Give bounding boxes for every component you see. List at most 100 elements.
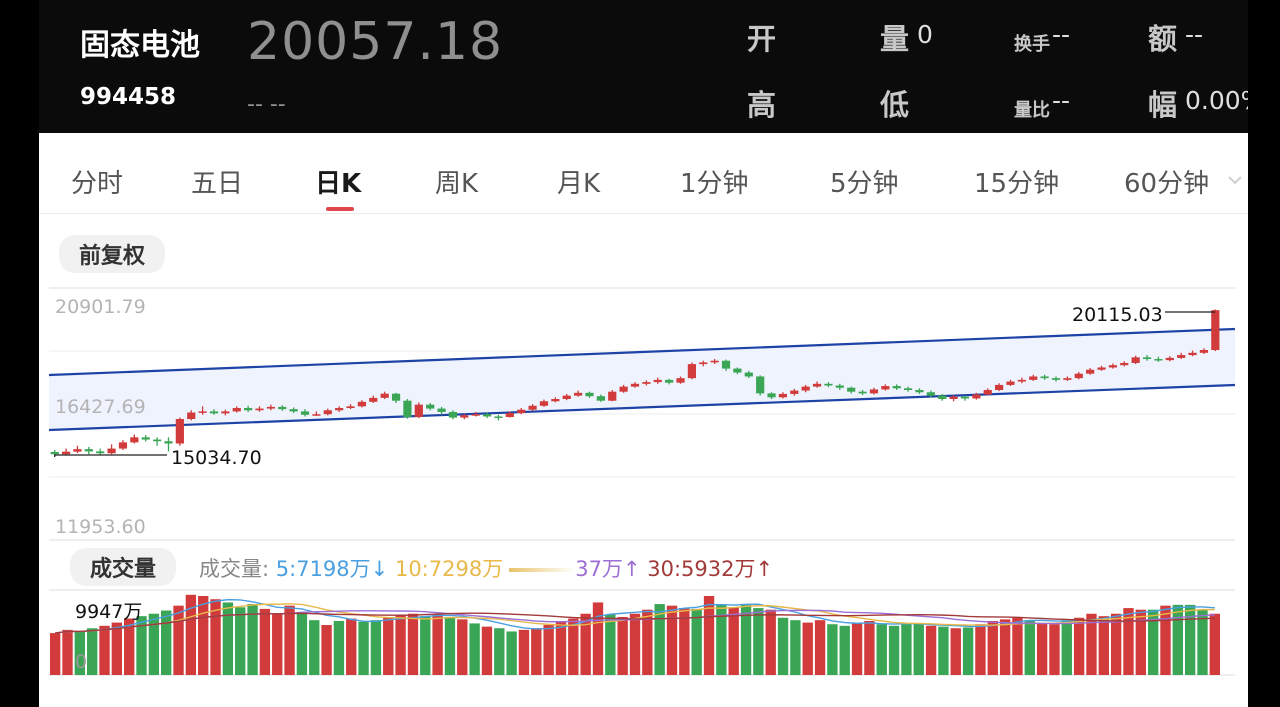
candle-body <box>209 411 219 414</box>
candle-body <box>471 414 480 416</box>
candle-body <box>801 386 810 391</box>
candle-body <box>619 386 628 392</box>
candle-body <box>847 387 856 392</box>
candle-body <box>665 379 674 383</box>
volume-legend-title: 成交量: <box>199 557 270 581</box>
candle-body <box>733 368 742 373</box>
open-label: 开 <box>747 22 777 56</box>
candle-body <box>198 411 207 413</box>
candle-body <box>539 401 549 406</box>
volume-bar <box>901 624 912 675</box>
candle-body <box>858 391 867 394</box>
candle-body <box>50 451 59 455</box>
candle-body <box>289 409 298 412</box>
candle-body <box>335 408 344 411</box>
tab-5-minute[interactable]: 5分钟 <box>830 169 899 199</box>
candle-body <box>175 419 184 444</box>
volume-bar <box>555 621 567 675</box>
volume-bar <box>654 604 665 675</box>
volume-bar <box>1209 613 1221 675</box>
volume-bar <box>1123 608 1134 675</box>
volume-indicator-button[interactable]: 成交量 <box>70 548 177 586</box>
candle-body <box>221 411 230 414</box>
tab-60-minute[interactable]: 60分钟 <box>1124 169 1210 199</box>
candle-body <box>972 394 981 399</box>
volume-bar <box>111 622 123 675</box>
tab-monthly-k[interactable]: 月K <box>557 169 601 199</box>
volume-value: 0 <box>917 20 933 49</box>
candle-body <box>778 393 788 398</box>
volume-axis-bottom: 0 <box>75 651 88 673</box>
candle-body <box>676 378 685 383</box>
volume-bar <box>716 604 727 675</box>
volume-bar <box>999 619 1011 675</box>
chevron-down-icon[interactable] <box>1228 175 1242 185</box>
volume-bar <box>592 602 604 675</box>
tab-five-day[interactable]: 五日 <box>191 169 244 199</box>
volume-bar <box>938 626 949 675</box>
tab-1-minute[interactable]: 1分钟 <box>680 169 749 199</box>
volume-bar <box>222 602 234 675</box>
volume-bar <box>864 620 875 675</box>
volume-bar <box>1049 624 1060 675</box>
volume-bar <box>827 624 838 675</box>
candle-body <box>1108 365 1117 368</box>
candle-body <box>1051 378 1061 380</box>
volume-bar <box>543 625 554 675</box>
candle-body <box>1017 379 1026 382</box>
candle-body <box>995 384 1004 390</box>
volume-legend: 成交量: 5:7198万↓ 10:7298万 37万↑ 30:5932万↑ <box>199 553 773 583</box>
candle-body <box>482 414 492 417</box>
volume-bar <box>851 623 863 675</box>
ma10-value: 10:7298万 <box>394 557 504 581</box>
volume-bar <box>679 608 690 675</box>
low-label: 低 <box>880 88 910 122</box>
ma10-fade <box>509 568 576 572</box>
adjust-mode-button[interactable]: 前复权 <box>59 235 166 273</box>
candle-body <box>903 388 913 390</box>
tab-intraday[interactable]: 分时 <box>71 169 124 199</box>
volume-bar <box>1073 617 1085 675</box>
candle-body <box>812 383 822 387</box>
amount-value: -- <box>1185 20 1204 49</box>
ma30-value: 30:5932万 <box>647 557 756 581</box>
volume-bar <box>284 605 295 675</box>
tab-15-minute[interactable]: 15分钟 <box>974 169 1060 199</box>
volume-bar <box>691 608 702 675</box>
candle-body <box>710 360 719 363</box>
volume-bar <box>259 608 271 675</box>
volume-ratio-value: -- <box>1052 86 1071 115</box>
volume-bar <box>814 620 826 675</box>
volume-bar <box>494 628 505 675</box>
volume-bar <box>210 599 221 675</box>
candle-body <box>744 372 753 377</box>
price-axis-bottom: 11953.60 <box>55 516 146 538</box>
candle-body <box>437 408 446 412</box>
volume-bar <box>925 625 937 675</box>
candle-body <box>130 437 139 443</box>
candle-body <box>1040 376 1049 379</box>
price-change: -- -- <box>247 92 286 117</box>
candle-body <box>153 439 162 442</box>
candle-body <box>767 393 776 398</box>
candle-body <box>1086 369 1095 374</box>
volume-bar <box>185 594 197 675</box>
candle-body <box>357 401 367 407</box>
candle-body <box>391 393 401 401</box>
volume-bar <box>370 620 382 675</box>
candle-body <box>244 408 253 411</box>
volume-bar <box>1012 617 1023 675</box>
volume-bar <box>728 607 739 675</box>
candle-body <box>960 396 970 399</box>
volume-bar <box>802 622 813 675</box>
candle-body <box>938 395 947 400</box>
volume-bar <box>432 614 443 675</box>
candle-body <box>118 442 128 449</box>
volume-bar <box>235 607 246 675</box>
tab-weekly-k[interactable]: 周K <box>435 169 479 199</box>
volume-bar <box>395 615 406 675</box>
stock-code: 994458 <box>80 84 177 110</box>
volume-ratio-label: 量比 <box>1014 100 1050 121</box>
tab-daily-k[interactable]: 日K <box>315 169 362 199</box>
candle-body <box>300 411 310 415</box>
